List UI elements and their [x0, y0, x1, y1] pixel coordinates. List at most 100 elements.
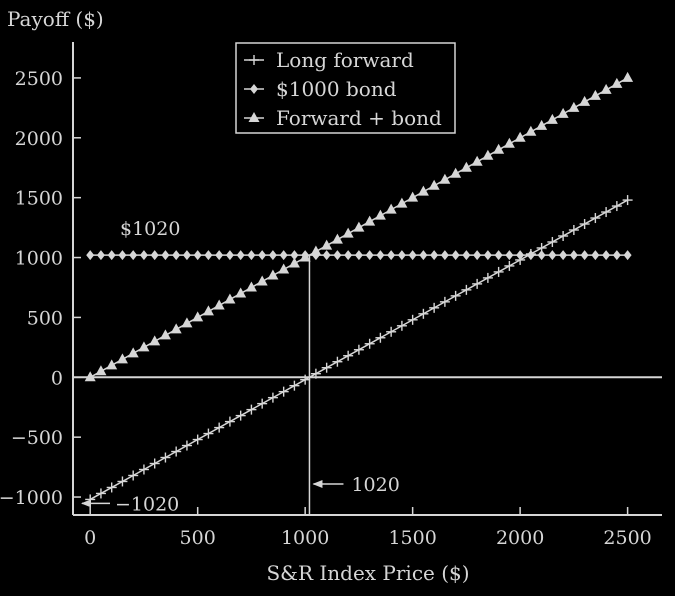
data-point [138, 464, 149, 475]
data-point [591, 250, 600, 261]
data-point [160, 452, 171, 463]
data-point [310, 368, 321, 379]
data-point [558, 230, 569, 241]
legend-entry: Long forward [244, 48, 414, 72]
series-plus [85, 195, 633, 505]
data-point [117, 476, 128, 487]
data-point [192, 311, 204, 322]
data-point [203, 428, 214, 439]
legend-marker [248, 112, 260, 122]
data-point [246, 404, 257, 415]
data-point [268, 250, 277, 261]
data-point [171, 446, 182, 457]
data-point [258, 250, 267, 261]
data-point [127, 347, 139, 358]
data-point [407, 314, 418, 325]
data-point [278, 386, 289, 397]
data-point [600, 83, 612, 94]
data-point [536, 119, 548, 130]
data-point [483, 250, 492, 261]
annotation-reference-value: 1020 [351, 474, 399, 496]
y-tick-label: 0 [51, 367, 63, 389]
data-point [267, 392, 278, 403]
axes [72, 42, 662, 516]
tick-labels: −1000 −500 0 500 1000 1500 2000 2500 0 500 1000 150… [0, 68, 652, 549]
data-point [504, 260, 515, 271]
data-point [225, 250, 234, 261]
data-point [106, 359, 118, 370]
data-point [172, 250, 181, 261]
data-point [580, 250, 589, 261]
data-point [182, 250, 191, 261]
annotation-bond-value: $1020 [120, 218, 180, 240]
data-point [364, 215, 376, 226]
data-point [482, 272, 493, 283]
data-point [440, 250, 449, 261]
data-point [202, 305, 214, 316]
data-point [568, 225, 579, 236]
series-diamond [86, 250, 632, 261]
data-point [387, 250, 396, 261]
data-point [396, 320, 407, 331]
data-point [288, 257, 300, 268]
data-point [462, 250, 471, 261]
data-point [419, 250, 428, 261]
data-point [407, 191, 419, 202]
data-point [429, 302, 440, 313]
legend: Long forward $1000 bond Forward + bond [235, 42, 456, 134]
annotation-arrow-head [81, 499, 91, 508]
x-tick-label: 1500 [388, 527, 436, 549]
data-point [106, 482, 117, 493]
data-point [612, 250, 621, 261]
data-point [149, 335, 161, 346]
data-point [559, 250, 568, 261]
data-point [235, 410, 246, 421]
data-point [482, 149, 494, 160]
data-point [247, 250, 256, 261]
data-point [623, 250, 632, 261]
data-point [224, 416, 235, 427]
data-point [376, 250, 385, 261]
data-point [116, 353, 128, 364]
x-tick-label: 2000 [496, 527, 544, 549]
data-point [344, 250, 353, 261]
data-point [439, 173, 451, 184]
legend-marker [249, 55, 259, 65]
data-point [450, 290, 461, 301]
y-tick-label: −500 [11, 427, 63, 449]
data-point [503, 137, 515, 148]
data-point [590, 213, 601, 224]
legend-label: $1000 bond [276, 77, 397, 101]
data-point [224, 293, 236, 304]
data-point [557, 107, 569, 118]
legend-entry: $1000 bond [244, 77, 397, 101]
data-point [516, 250, 525, 261]
data-point [548, 250, 557, 261]
data-point [471, 155, 483, 166]
data-point [139, 250, 148, 261]
data-point [149, 458, 160, 469]
data-point [236, 250, 245, 261]
data-point [181, 440, 192, 451]
data-point [537, 250, 546, 261]
data-point [192, 434, 203, 445]
data-point [526, 250, 535, 261]
data-point [622, 195, 633, 206]
legend-box [235, 42, 456, 134]
data-point [310, 245, 322, 256]
data-point [428, 179, 440, 190]
data-point [128, 470, 139, 481]
x-tick-label: 500 [180, 527, 216, 549]
y-tick-label: 2000 [15, 128, 63, 150]
series-layer [84, 71, 634, 505]
data-point [601, 207, 612, 218]
data-point [107, 250, 116, 261]
data-point [408, 250, 417, 261]
data-point [385, 203, 397, 214]
y-tick-label: 500 [27, 307, 63, 329]
data-point [193, 250, 202, 261]
x-tick-label: 2500 [603, 527, 651, 549]
data-point [568, 101, 580, 112]
data-point [245, 281, 257, 292]
data-point [494, 250, 503, 261]
